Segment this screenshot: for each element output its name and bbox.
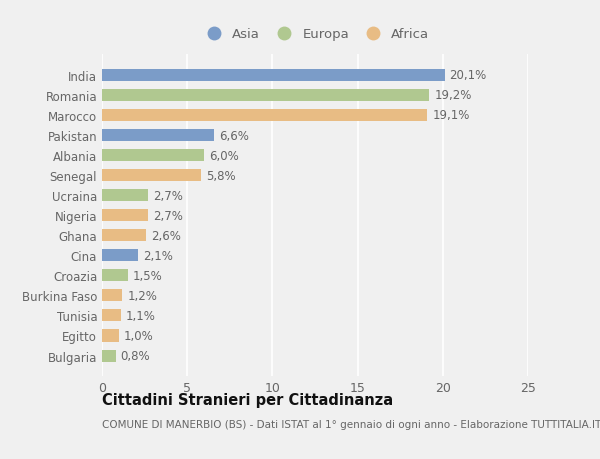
Bar bbox=[102, 210, 148, 222]
Text: COMUNE DI MANERBIO (BS) - Dati ISTAT al 1° gennaio di ogni anno - Elaborazione T: COMUNE DI MANERBIO (BS) - Dati ISTAT al … bbox=[102, 419, 600, 429]
Text: 6,0%: 6,0% bbox=[209, 149, 239, 162]
Bar bbox=[102, 290, 122, 302]
Bar bbox=[102, 270, 128, 282]
Text: 2,7%: 2,7% bbox=[153, 189, 183, 202]
Legend: Asia, Europa, Africa: Asia, Europa, Africa bbox=[195, 23, 435, 47]
Text: 19,1%: 19,1% bbox=[433, 109, 470, 122]
Text: 5,8%: 5,8% bbox=[206, 169, 236, 182]
Text: 1,0%: 1,0% bbox=[124, 329, 154, 342]
Bar bbox=[102, 330, 119, 342]
Bar bbox=[102, 110, 427, 122]
Bar bbox=[102, 170, 201, 182]
Text: 20,1%: 20,1% bbox=[449, 69, 487, 82]
Bar bbox=[102, 70, 445, 82]
Text: 19,2%: 19,2% bbox=[434, 89, 472, 102]
Text: 1,1%: 1,1% bbox=[126, 309, 156, 322]
Text: 2,6%: 2,6% bbox=[151, 229, 181, 242]
Bar bbox=[102, 190, 148, 202]
Text: 1,2%: 1,2% bbox=[128, 289, 157, 302]
Bar bbox=[102, 350, 116, 362]
Bar bbox=[102, 90, 429, 102]
Text: Cittadini Stranieri per Cittadinanza: Cittadini Stranieri per Cittadinanza bbox=[102, 392, 393, 407]
Text: 1,5%: 1,5% bbox=[133, 269, 163, 282]
Text: 6,6%: 6,6% bbox=[220, 129, 250, 142]
Bar bbox=[102, 150, 204, 162]
Text: 2,7%: 2,7% bbox=[153, 209, 183, 222]
Bar bbox=[102, 310, 121, 322]
Text: 0,8%: 0,8% bbox=[121, 349, 151, 362]
Bar bbox=[102, 130, 214, 142]
Text: 2,1%: 2,1% bbox=[143, 249, 173, 262]
Bar bbox=[102, 230, 146, 242]
Bar bbox=[102, 250, 138, 262]
